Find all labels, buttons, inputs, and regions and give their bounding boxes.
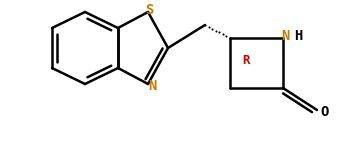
Text: R: R (242, 55, 250, 67)
Text: O: O (321, 105, 329, 119)
Text: S: S (145, 3, 153, 17)
Text: H: H (294, 29, 302, 43)
Text: N: N (281, 29, 289, 43)
Text: N: N (148, 79, 156, 93)
